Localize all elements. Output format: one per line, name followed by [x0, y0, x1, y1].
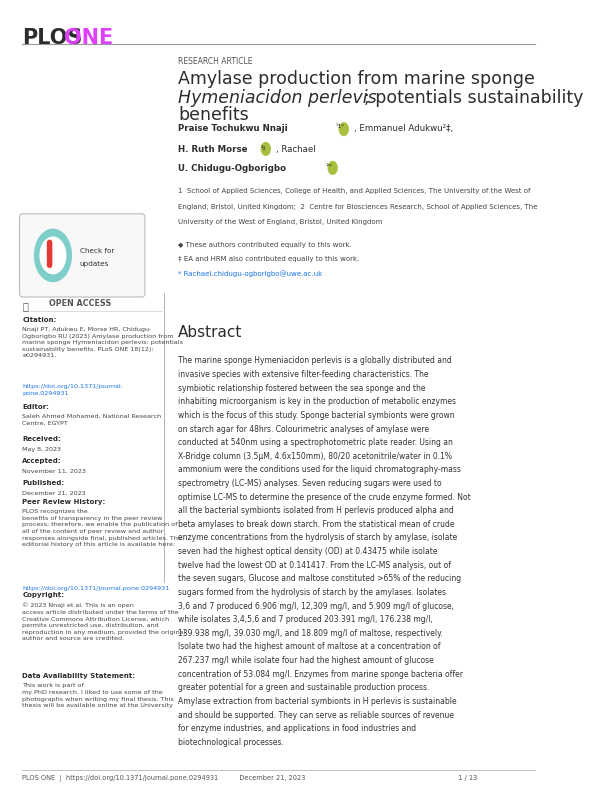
- Text: 3,6 and 7 produced 6.906 mg/l, 12,309 mg/l, and 5.909 mg/l of glucose,: 3,6 and 7 produced 6.906 mg/l, 12,309 mg…: [178, 602, 454, 611]
- Text: 139.938 mg/l, 39.030 mg/l, and 18.809 mg/l of maltose, respectively.: 139.938 mg/l, 39.030 mg/l, and 18.809 mg…: [178, 629, 443, 638]
- Circle shape: [339, 123, 348, 135]
- Text: beta amylases to break down starch. From the statistical mean of crude: beta amylases to break down starch. From…: [178, 520, 455, 529]
- Text: RESEARCH ARTICLE: RESEARCH ARTICLE: [178, 57, 253, 66]
- Text: PLOS ONE  |  https://doi.org/10.1371/journal.pone.0294931          December 21, : PLOS ONE | https://doi.org/10.1371/journ…: [22, 775, 477, 782]
- Text: Amylase extraction from bacterial symbionts in H perlevis is sustainable: Amylase extraction from bacterial symbio…: [178, 697, 457, 706]
- Text: H. Ruth Morse: H. Ruth Morse: [178, 145, 248, 154]
- Text: Data Availability Statement:: Data Availability Statement:: [22, 673, 135, 680]
- Text: concentration of 53.084 mg/l. Enzymes from marine sponge bacteria offer: concentration of 53.084 mg/l. Enzymes fr…: [178, 670, 463, 679]
- Text: for enzyme industries, and applications in food industries and: for enzyme industries, and applications …: [178, 724, 416, 733]
- Text: This work is part of
my PhD research. I liked to use some of the
photographs whe: This work is part of my PhD research. I …: [22, 683, 174, 708]
- Text: and should be supported. They can serve as reliable sources of revenue: and should be supported. They can serve …: [178, 710, 454, 720]
- Text: ‡ EA and HRM also contributed equally to this work.: ‡ EA and HRM also contributed equally to…: [178, 256, 360, 262]
- Text: ; potentials sustainability: ; potentials sustainability: [364, 89, 583, 107]
- Text: while isolates 3,4,5,6 and 7 produced 203.391 mg/l, 176.238 mg/l,: while isolates 3,4,5,6 and 7 produced 20…: [178, 615, 433, 624]
- FancyBboxPatch shape: [20, 214, 145, 297]
- Text: enzyme concentrations from the hydrolysis of starch by amylase, isolate: enzyme concentrations from the hydrolysi…: [178, 534, 458, 543]
- Text: Praise Tochukwu Nnaji: Praise Tochukwu Nnaji: [178, 124, 288, 133]
- Text: 🔓: 🔓: [22, 301, 28, 311]
- Text: Published:: Published:: [22, 480, 64, 486]
- Text: sugars formed from the hydrolysis of starch by the amylases. Isolates: sugars formed from the hydrolysis of sta…: [178, 588, 446, 597]
- Text: Hymeniacidon perlevis: Hymeniacidon perlevis: [178, 89, 377, 107]
- Text: twelve had the lowest OD at 0.141417. From the LC-MS analysis, out of: twelve had the lowest OD at 0.141417. Fr…: [178, 561, 451, 569]
- Text: Amylase production from marine sponge: Amylase production from marine sponge: [178, 70, 535, 88]
- Text: benefits: benefits: [178, 106, 249, 124]
- Text: conducted at 540nm using a spectrophotometric plate reader. Using an: conducted at 540nm using a spectrophotom…: [178, 438, 453, 447]
- Text: December 21, 2023: December 21, 2023: [22, 491, 86, 496]
- Text: Saleh Ahmed Mohamed, National Research
Centre, EGYPT: Saleh Ahmed Mohamed, National Research C…: [22, 414, 162, 426]
- Text: November 11, 2023: November 11, 2023: [22, 469, 86, 474]
- Text: The marine sponge Hymeniacidon perlevis is a globally distributed and: The marine sponge Hymeniacidon perlevis …: [178, 356, 452, 365]
- Circle shape: [34, 230, 72, 282]
- Text: Received:: Received:: [22, 436, 61, 442]
- Text: Copyright:: Copyright:: [22, 592, 64, 599]
- Text: https://doi.org/10.1371/journal.pone.0294931: https://doi.org/10.1371/journal.pone.029…: [22, 586, 170, 591]
- Text: ¹1ᵃ: ¹1ᵃ: [335, 124, 345, 129]
- Text: all the bacterial symbionts isolated from H perlevis produced alpha and: all the bacterial symbionts isolated fro…: [178, 506, 454, 516]
- Text: May 8, 2023: May 8, 2023: [22, 447, 61, 451]
- Text: 267.237 mg/l while isolate four had the highest amount of glucose: 267.237 mg/l while isolate four had the …: [178, 656, 434, 665]
- Text: Isolate two had the highest amount of maltose at a concentration of: Isolate two had the highest amount of ma…: [178, 642, 441, 652]
- Text: U. Chidugu-Ogborigbo: U. Chidugu-Ogborigbo: [178, 164, 286, 173]
- Circle shape: [328, 162, 337, 174]
- Text: ¹ʳ*: ¹ʳ*: [326, 164, 333, 169]
- Text: inhabiting microorganism is key in the production of metabolic enzymes: inhabiting microorganism is key in the p…: [178, 398, 457, 406]
- Text: ²‡: ²‡: [261, 145, 266, 150]
- Circle shape: [261, 143, 271, 155]
- Text: PLOS recognizes the
benefits of transparency in the peer review
process; therefo: PLOS recognizes the benefits of transpar…: [22, 509, 182, 547]
- Text: ONE: ONE: [64, 28, 113, 48]
- Text: Nnaji PT, Adukwu E, Morse HR, Chidugu-
Ogborigbo RU (2023) Amylase production fr: Nnaji PT, Adukwu E, Morse HR, Chidugu- O…: [22, 327, 183, 359]
- Text: , Rachael: , Rachael: [276, 145, 315, 154]
- Text: https://doi.org/10.1371/journal.
pone.0294931: https://doi.org/10.1371/journal. pone.02…: [22, 384, 123, 396]
- Text: * Rachael.chidugu-ogborigbo@uwe.ac.uk: * Rachael.chidugu-ogborigbo@uwe.ac.uk: [178, 270, 323, 277]
- Text: Accepted:: Accepted:: [22, 458, 62, 464]
- Text: biotechnological processes.: biotechnological processes.: [178, 738, 284, 747]
- Text: X-Bridge column (3.5μM, 4.6x150mm), 80/20 acetonitrile/water in 0.1%: X-Bridge column (3.5μM, 4.6x150mm), 80/2…: [178, 451, 452, 461]
- Text: on starch agar for 48hrs. Colourimetric analyses of amylase were: on starch agar for 48hrs. Colourimetric …: [178, 425, 430, 433]
- Text: symbiotic relationship fostered between the sea sponge and the: symbiotic relationship fostered between …: [178, 383, 426, 393]
- Text: optimise LC-MS to determine the presence of the crude enzyme formed. Not: optimise LC-MS to determine the presence…: [178, 493, 471, 501]
- Circle shape: [40, 238, 65, 274]
- Text: which is the focus of this study. Sponge bacterial symbionts were grown: which is the focus of this study. Sponge…: [178, 411, 455, 420]
- Text: ammonium were the conditions used for the liquid chromatography-mass: ammonium were the conditions used for th…: [178, 466, 461, 474]
- Text: OPEN ACCESS: OPEN ACCESS: [49, 299, 111, 308]
- Text: Editor:: Editor:: [22, 404, 49, 410]
- Text: © 2023 Nnaji et al. This is an open
access article distributed under the terms o: © 2023 Nnaji et al. This is an open acce…: [22, 603, 186, 642]
- Text: seven had the highest optical density (OD) at 0.43475 while isolate: seven had the highest optical density (O…: [178, 547, 438, 556]
- Text: Abstract: Abstract: [178, 325, 243, 340]
- Text: England, Bristol, United Kingdom;  2  Centre for Biosciences Research, School of: England, Bristol, United Kingdom; 2 Cent…: [178, 204, 538, 210]
- Text: the seven sugars, Glucose and maltose constituted >65% of the reducing: the seven sugars, Glucose and maltose co…: [178, 574, 461, 584]
- Text: updates: updates: [80, 261, 109, 267]
- Text: University of the West of England, Bristol, United Kingdom: University of the West of England, Brist…: [178, 219, 382, 226]
- Text: Citation:: Citation:: [22, 317, 56, 323]
- Text: 1  School of Applied Sciences, College of Health, and Applied Sciences, The Univ: 1 School of Applied Sciences, College of…: [178, 188, 531, 194]
- Text: spectrometry (LC-MS) analyses. Seven reducing sugars were used to: spectrometry (LC-MS) analyses. Seven red…: [178, 479, 442, 488]
- Text: , Emmanuel Adukwu²‡,: , Emmanuel Adukwu²‡,: [354, 124, 453, 133]
- Text: Peer Review History:: Peer Review History:: [22, 499, 105, 505]
- Text: invasive species with extensive filter-feeding characteristics. The: invasive species with extensive filter-f…: [178, 370, 429, 379]
- Text: greater potential for a green and sustainable production process.: greater potential for a green and sustai…: [178, 683, 430, 692]
- Text: PLOS: PLOS: [22, 28, 83, 48]
- Text: Check for: Check for: [80, 248, 114, 253]
- Text: ◆ These authors contributed equally to this work.: ◆ These authors contributed equally to t…: [178, 242, 352, 248]
